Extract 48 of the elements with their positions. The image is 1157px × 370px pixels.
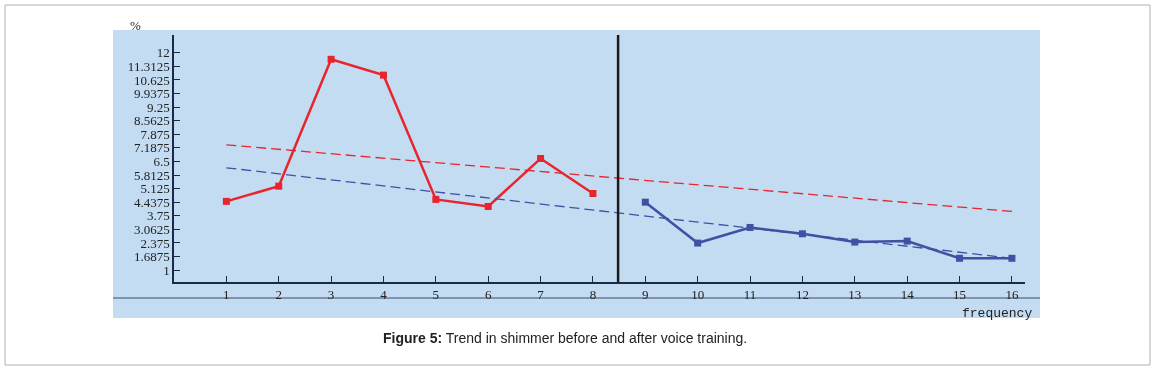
y-tick-label: 5.125 (140, 181, 170, 197)
x-tick-label: 13 (848, 287, 862, 303)
point (275, 182, 283, 190)
y-tick-label: 3.75 (146, 208, 170, 224)
y-tick-label: 11.3125 (127, 58, 170, 74)
caption: Figure 5: Trend in shimmer before and after voice training. (383, 330, 748, 346)
x-tick-label: 5 (432, 287, 440, 303)
y-tick-label: 2.375 (140, 235, 170, 251)
x-tick-label: 6 (484, 287, 492, 303)
point (956, 254, 964, 262)
y-tick-label: 9.9375 (133, 86, 170, 102)
y-tick-label: 12 (156, 45, 170, 61)
point (432, 195, 440, 203)
y-tick-label: 5.8125 (133, 167, 170, 183)
y-tick-label: 3.0625 (133, 221, 170, 237)
x-tick-label: 3 (327, 287, 335, 303)
y-tick-label: 7.1875 (133, 140, 170, 156)
x-tick-label: 9 (642, 287, 649, 303)
y-tick-label: 8.5625 (133, 113, 170, 129)
point (484, 203, 492, 211)
y-axis-title: % (130, 18, 141, 33)
x-axis-title: frequency (962, 306, 1033, 321)
point (537, 155, 545, 162)
x-tick-label: 11 (743, 287, 757, 303)
y-tick-label: 4.4375 (133, 194, 170, 210)
x-tick-label: 2 (275, 287, 282, 303)
y-tick-label: 9.25 (146, 99, 170, 115)
y-tick-label: 1.6875 (133, 249, 170, 265)
point (379, 71, 387, 79)
y-tick-label: 1 (163, 262, 170, 278)
point (903, 237, 911, 245)
x-tick-label: 16 (1005, 287, 1019, 303)
point (694, 239, 702, 247)
point (222, 197, 230, 205)
x-tick-label: 15 (953, 287, 967, 303)
x-tick-label: 7 (537, 287, 545, 303)
x-tick-label: 12 (795, 287, 809, 303)
x-tick-label: 14 (900, 287, 915, 303)
x-tick-label: 8 (589, 287, 597, 303)
point (589, 189, 597, 197)
point (327, 55, 335, 63)
y-tick-label: 7.875 (140, 126, 170, 142)
point (641, 198, 649, 206)
y-tick-label: 6.5 (153, 154, 170, 170)
x-tick-label: 4 (380, 287, 388, 303)
x-tick-label: 10 (691, 287, 705, 303)
x-tick-label: 1 (223, 287, 230, 303)
y-tick-label: 10.625 (133, 72, 170, 88)
